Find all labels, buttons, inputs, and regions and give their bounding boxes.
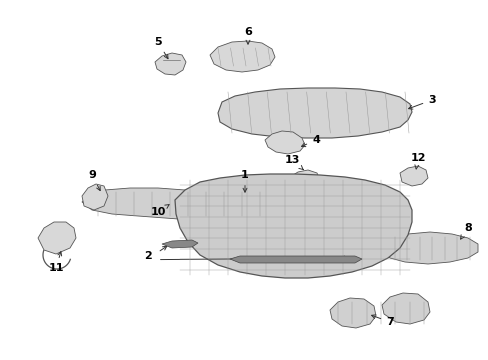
Text: 2: 2 [144,251,152,261]
Text: 9: 9 [88,170,100,190]
Text: 10: 10 [150,204,169,217]
Text: 6: 6 [244,27,251,44]
Polygon shape [82,184,108,210]
Polygon shape [82,188,269,220]
Polygon shape [329,298,375,328]
Polygon shape [399,166,427,186]
Polygon shape [381,293,429,324]
Polygon shape [229,256,361,263]
Text: 3: 3 [408,95,435,109]
Polygon shape [209,41,274,72]
Text: 11: 11 [48,252,63,273]
Text: 5: 5 [154,37,168,59]
Polygon shape [218,88,411,138]
Polygon shape [288,170,319,189]
Text: 8: 8 [460,223,471,239]
Polygon shape [175,174,411,278]
Polygon shape [38,222,76,254]
Text: 7: 7 [371,315,393,327]
Text: 4: 4 [301,135,319,147]
Polygon shape [162,240,198,248]
Text: 13: 13 [284,155,303,170]
Polygon shape [155,53,185,75]
Text: 1: 1 [241,170,248,192]
Polygon shape [264,131,305,154]
Text: 12: 12 [409,153,425,169]
Polygon shape [381,232,477,264]
